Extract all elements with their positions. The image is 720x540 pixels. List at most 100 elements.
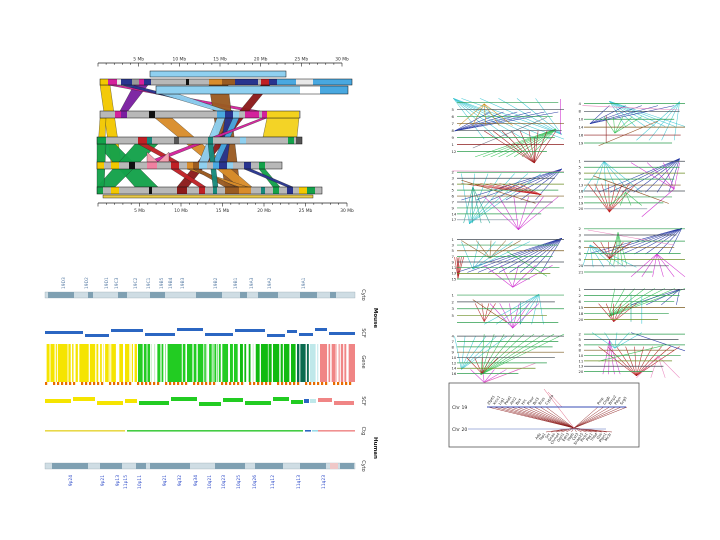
strand-line — [453, 98, 485, 140]
row-number-label: 2 — [579, 226, 582, 231]
row-number-label: 11 — [452, 265, 457, 270]
strand-line — [619, 192, 626, 206]
gene-density-block — [125, 344, 137, 382]
chromosome-outline — [155, 85, 349, 95]
chromosome-segment — [288, 137, 294, 144]
gene-marker-label: Edn3 — [562, 432, 571, 442]
gene-density-gap — [251, 344, 253, 382]
gene-density-gap — [259, 344, 261, 382]
gene-tick — [101, 382, 104, 385]
gene-density-gap — [116, 344, 118, 382]
strand-line — [582, 244, 591, 268]
gene-density-gap — [146, 344, 148, 382]
strand-line — [454, 256, 459, 278]
cytoband-dark-segment — [150, 463, 190, 469]
chromosome-bar — [156, 86, 348, 94]
scf-segment — [85, 334, 109, 337]
ruler-tick-label: 30 Mb — [340, 208, 354, 214]
chromosome-segment — [174, 137, 179, 144]
gene-tick — [297, 382, 300, 385]
gene-marker-label: Xrcc1 — [492, 395, 501, 406]
strand-line — [529, 128, 557, 158]
gene-density-gap — [73, 344, 75, 382]
row-number-label: 17 — [579, 194, 584, 199]
human-band-label: 9q21 — [162, 475, 168, 486]
strand-line — [589, 105, 626, 124]
strand-line — [614, 332, 642, 349]
gene-tick — [229, 382, 232, 385]
row-number-label: 9 — [452, 259, 455, 264]
chromosome-segment — [296, 79, 313, 85]
cytoband-dark-segment — [300, 463, 326, 469]
strand-line — [636, 355, 659, 379]
strand-line — [630, 253, 658, 278]
row-number-label: 3 — [452, 242, 455, 247]
gene-tick — [317, 382, 320, 385]
gene-tick — [81, 382, 84, 385]
gene-tick — [65, 382, 68, 385]
chromosome-segment — [121, 111, 127, 118]
strand-line — [598, 158, 680, 193]
gene-tick — [201, 382, 204, 385]
strand-line — [484, 130, 535, 164]
chromosome-segment — [287, 187, 293, 194]
strand-line — [489, 240, 492, 259]
scf-segment — [267, 334, 285, 337]
linkage-mini-panel: 1 2 3 5 — [452, 292, 564, 329]
row-number-label: 6 — [579, 171, 582, 176]
ruler-tick-label: 20 Mb — [257, 208, 271, 214]
chromosome-segment — [235, 79, 258, 85]
row-number-label: 13 — [452, 271, 457, 276]
strand-line — [657, 355, 680, 379]
gene-density-gap — [267, 344, 269, 382]
strand-line — [641, 253, 658, 277]
gene-tick — [69, 382, 72, 385]
strand-line — [493, 130, 535, 164]
gene-tick — [345, 382, 348, 385]
strand-line — [587, 183, 610, 213]
gene-marker-label: Gnas — [547, 432, 556, 442]
row-number-label: 8 — [579, 109, 582, 114]
track-label: SCF — [360, 396, 366, 406]
strand-line — [474, 128, 557, 158]
row-number-label: 1 — [579, 287, 582, 292]
gene-marker-label: Plaur — [526, 395, 535, 405]
strand-line — [461, 240, 491, 259]
gene-density-gap — [279, 344, 281, 382]
strand-line — [456, 238, 562, 273]
gene-density-gap — [78, 344, 80, 382]
row-number-label: 3 — [579, 232, 582, 237]
gene-marker-label: Chgb — [602, 395, 611, 406]
gene-density-gap — [160, 344, 162, 382]
strand-line — [594, 161, 605, 193]
scf-segment — [315, 328, 327, 331]
cytoband-dark-segment — [258, 292, 278, 298]
strand-line — [676, 289, 680, 305]
strand-line — [587, 229, 675, 246]
cytoband-dark-segment — [118, 292, 127, 298]
row-number-label: 13 — [579, 182, 584, 187]
scf-segment — [273, 397, 289, 401]
scf-segment — [245, 401, 271, 405]
gene-tick — [313, 382, 316, 385]
gene-density-gap — [95, 344, 97, 382]
track-label: Gene — [360, 355, 366, 368]
strand-line — [603, 161, 631, 193]
row-number-label: 5 — [452, 107, 455, 112]
gene-tick — [185, 382, 188, 385]
strand-line — [613, 303, 630, 322]
strand-line — [501, 265, 513, 288]
cytoband-pink-segment — [330, 463, 338, 469]
row-number-label: 20 — [579, 206, 584, 211]
chromosome-segment — [129, 162, 135, 169]
gene-density-gap — [45, 344, 47, 382]
strand-line — [467, 238, 562, 273]
gene-tick — [129, 382, 132, 385]
gene-tick — [197, 382, 200, 385]
chromosome-segment — [193, 162, 199, 169]
gene-marker-label: Cyp2a — [545, 394, 555, 406]
gene-tick — [157, 382, 160, 385]
strand-line — [472, 241, 513, 270]
